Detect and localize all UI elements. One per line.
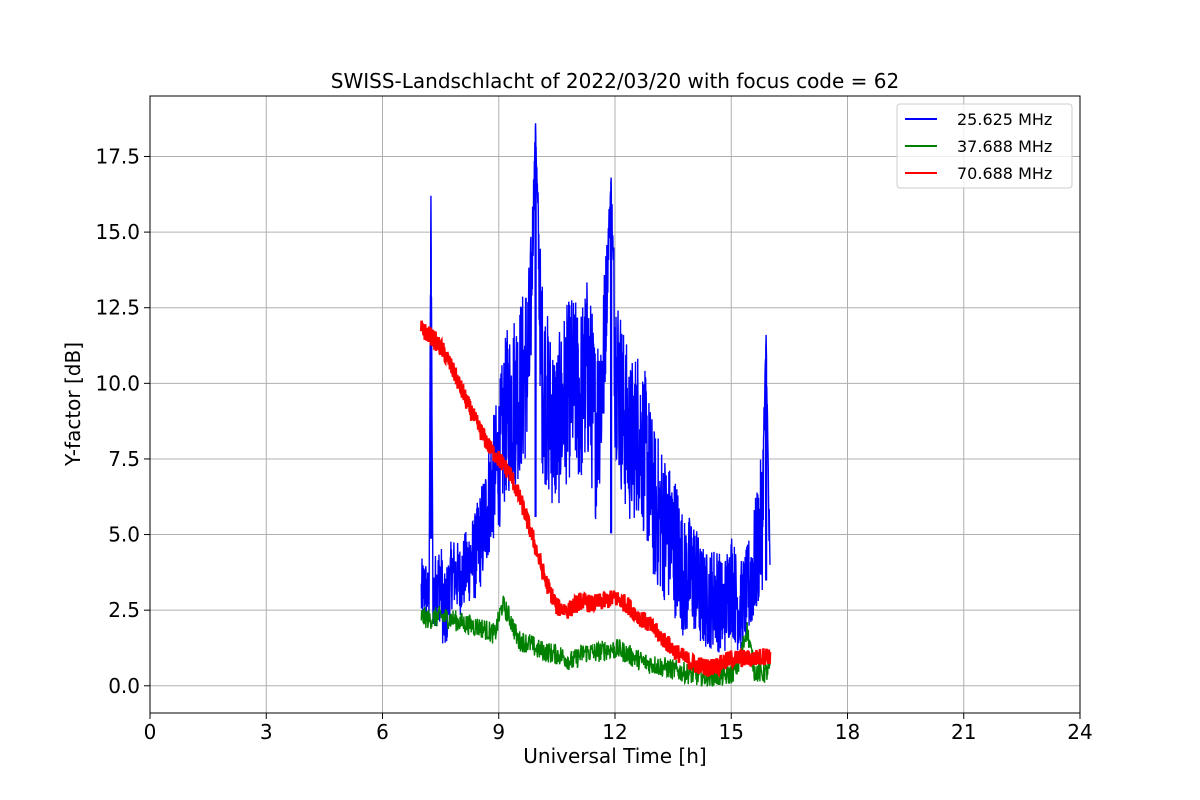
y-tick-label: 2.5 (108, 598, 140, 622)
legend-label: 70.688 MHz (957, 164, 1052, 183)
y-tick-label: 7.5 (108, 447, 140, 471)
y-tick-label: 10.0 (95, 371, 140, 395)
x-tick-label: 12 (602, 720, 627, 744)
legend-label: 25.625 MHz (957, 110, 1052, 129)
x-tick-label: 6 (376, 720, 389, 744)
x-tick-label: 3 (260, 720, 273, 744)
x-tick-label: 9 (492, 720, 505, 744)
x-tick-label: 18 (835, 720, 860, 744)
legend-label: 37.688 MHz (957, 137, 1052, 156)
chart-title: SWISS-Landschlacht of 2022/03/20 with fo… (331, 69, 899, 93)
y-tick-label: 5.0 (108, 523, 140, 547)
x-tick-label: 24 (1067, 720, 1092, 744)
legend: 25.625 MHz 37.688 MHz 70.688 MHz (897, 104, 1072, 188)
y-tick-label: 0.0 (108, 674, 140, 698)
y-tick-label: 15.0 (95, 220, 140, 244)
y-tick-label: 12.5 (95, 296, 140, 320)
x-tick-label: 15 (719, 720, 744, 744)
y-axis-label: Y-factor [dB] (61, 342, 85, 467)
x-tick-label: 0 (144, 720, 157, 744)
x-tick-label: 21 (951, 720, 976, 744)
y-tick-label: 17.5 (95, 144, 140, 168)
x-axis-label: Universal Time [h] (523, 744, 706, 768)
